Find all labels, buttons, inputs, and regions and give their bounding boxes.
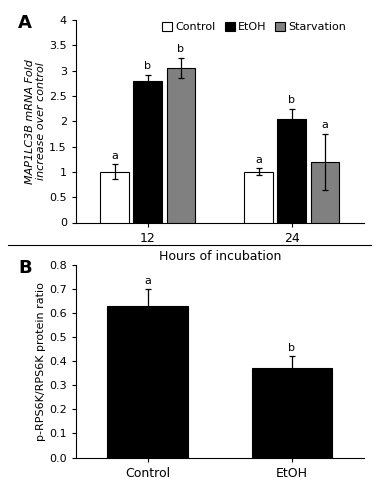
Bar [277, 118, 306, 222]
Y-axis label: MAP1LC3B mRNA Fold
increase over control: MAP1LC3B mRNA Fold increase over control [25, 59, 46, 184]
Bar [166, 68, 195, 222]
Bar [252, 368, 332, 458]
Legend: Control, EtOH, Starvation: Control, EtOH, Starvation [162, 22, 346, 32]
Text: a: a [111, 150, 118, 160]
Text: b: b [144, 61, 151, 71]
Bar [310, 162, 339, 222]
Bar [108, 306, 188, 458]
Text: a: a [144, 276, 151, 286]
X-axis label: Hours of incubation: Hours of incubation [159, 250, 281, 263]
Y-axis label: p-RPS6K/RPS6K protein ratio: p-RPS6K/RPS6K protein ratio [36, 282, 46, 440]
Bar [244, 172, 273, 222]
Text: b: b [288, 344, 295, 353]
Text: b: b [288, 95, 295, 105]
Text: b: b [177, 44, 185, 54]
Text: A: A [18, 14, 32, 32]
Text: B: B [18, 259, 32, 277]
Bar [133, 80, 162, 223]
Text: a: a [321, 120, 328, 130]
Bar [100, 172, 129, 222]
Text: a: a [255, 155, 262, 165]
